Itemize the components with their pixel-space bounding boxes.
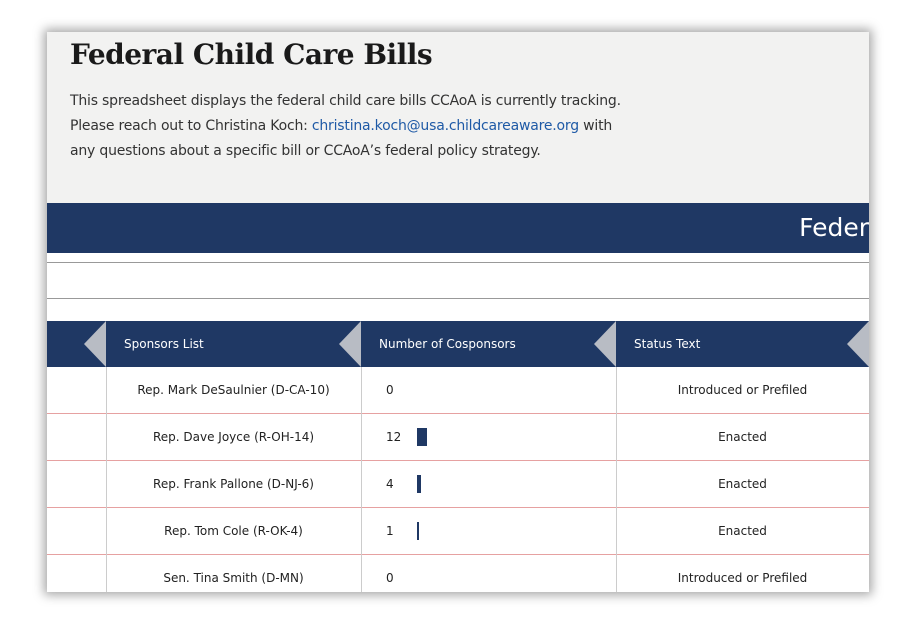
column-header: Status Text [634, 337, 701, 351]
column-divider [106, 367, 107, 414]
header: Federal Child Care Bills This spreadshee… [47, 32, 869, 203]
filter-box [47, 262, 869, 299]
column-divider [616, 508, 617, 555]
column-divider [106, 508, 107, 555]
cosponsor-count: 4 [386, 477, 394, 491]
column-divider [616, 414, 617, 461]
email-link[interactable]: christina.koch@usa.childcareaware.org [311, 118, 579, 134]
title: Federal Child Care Bills [70, 38, 433, 71]
sponsor: Rep. Dave Joyce (R-OH-14) [152, 430, 315, 444]
column-header: Number of Cosponsors [379, 337, 516, 351]
column-divider [616, 555, 617, 592]
cosponsor-count: 1 [386, 524, 394, 538]
table-row: Rep. Mark DeSaulnier (D-CA-10) 0 Introduce… [47, 367, 869, 414]
column-divider [361, 414, 362, 461]
column-divider [106, 414, 107, 461]
sort-indicator [847, 321, 869, 367]
cosponsor-bar [417, 522, 420, 540]
status: Enacted [718, 524, 767, 538]
cosponsor-bar [417, 428, 427, 446]
dashboard: Federal Child Care Bills This spreadshee… [47, 32, 869, 592]
table-row: Rep. Tom Cole (R-OK-4) 1 Enacted [47, 508, 869, 555]
sort-indicator [84, 321, 106, 367]
cosponsor-bar [417, 475, 422, 493]
column-divider [361, 367, 362, 414]
column-divider [106, 555, 107, 592]
column-divider [106, 461, 107, 508]
description-line: with [578, 118, 613, 134]
sponsor: Rep. Tom Cole (R-OK-4) [164, 524, 303, 538]
status: Enacted [718, 477, 767, 491]
description-line: any questions about a specific bill or C… [70, 143, 541, 159]
cosponsor-count: 12 [386, 430, 402, 444]
sort-indicator [594, 321, 616, 367]
column-divider [616, 367, 617, 414]
column-divider [361, 508, 362, 555]
table-row: Rep. Dave Joyce (R-OH-14) 12 Enacted [47, 414, 869, 461]
column-divider [361, 555, 362, 592]
column-header: Sponsors List [124, 337, 204, 351]
sponsor: Sen. Tina Smith (D-MN) [163, 571, 304, 585]
cosponsor-count: 0 [386, 383, 394, 397]
description: This spreadsheet displays the federal ch… [70, 89, 621, 164]
banner-title: Feder [799, 213, 869, 242]
sort-indicator [339, 321, 361, 367]
cosponsor-count: 0 [386, 571, 394, 585]
table-row: Sen. Tina Smith (D-MN) 0 Introduced or Pre… [47, 555, 869, 592]
column-divider [361, 461, 362, 508]
status: Introduced or Prefiled [677, 383, 808, 397]
status: Enacted [718, 430, 767, 444]
description-line: This spreadsheet displays the federal ch… [70, 93, 621, 109]
column-divider [616, 461, 617, 508]
banner: Feder [47, 203, 869, 253]
table-row: Rep. Frank Pallone (D-NJ-6) 4 Enacted [47, 461, 869, 508]
sponsor: Rep. Frank Pallone (D-NJ-6) [153, 477, 314, 491]
sponsor: Rep. Mark DeSaulnier (D-CA-10) [137, 383, 330, 397]
status: Introduced or Prefiled [677, 571, 808, 585]
table-header: Sponsors List Number of Cosponsors Status … [47, 321, 869, 367]
description-line: Please reach out to Christina Koch: [70, 118, 312, 134]
